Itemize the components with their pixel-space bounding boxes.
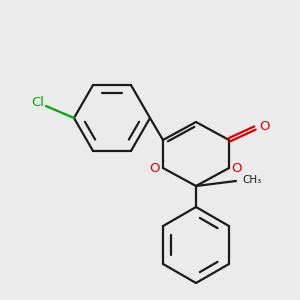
- Text: O: O: [150, 161, 160, 175]
- Text: O: O: [232, 161, 242, 175]
- Text: Cl: Cl: [32, 97, 44, 110]
- Text: O: O: [260, 119, 270, 133]
- Text: CH₃: CH₃: [242, 175, 261, 185]
